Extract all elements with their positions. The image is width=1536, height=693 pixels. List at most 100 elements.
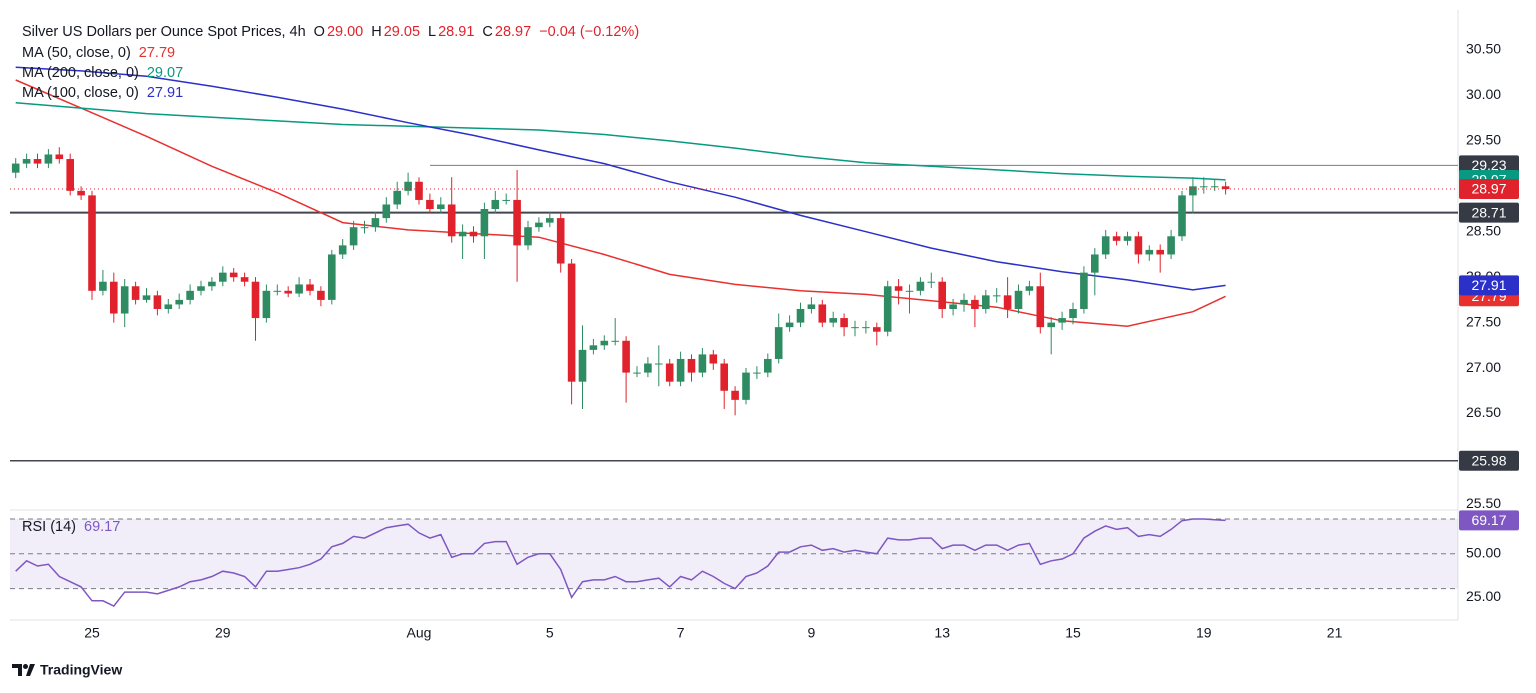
candle-body (480, 209, 489, 237)
price-label: 28.97 (1471, 181, 1506, 197)
x-tick-label: 15 (1065, 625, 1081, 641)
candle-body (120, 286, 129, 314)
ohlc-key: C (482, 24, 493, 40)
candle-body (840, 318, 848, 328)
logo-mark (26, 664, 35, 676)
candle-body (1101, 236, 1110, 255)
brand-name: TradingView (40, 662, 122, 678)
candle-body (251, 281, 260, 319)
candle-body (197, 286, 205, 291)
y-tick-label: 30.50 (1466, 41, 1501, 57)
candle-body (982, 295, 990, 309)
candle-body (905, 290, 914, 292)
candle-body (66, 159, 74, 191)
price-label: 27.91 (1471, 277, 1506, 293)
candle-body (164, 304, 173, 309)
candle-body (1014, 290, 1023, 309)
candle-body (709, 354, 718, 364)
y-tick-label: 50.00 (1466, 545, 1501, 561)
x-tick-label: 29 (215, 625, 231, 641)
price-label: 29.23 (1471, 157, 1506, 173)
candle-body (11, 163, 20, 173)
y-tick-label: 30.00 (1466, 86, 1501, 102)
candle-body (110, 281, 118, 314)
candle-body (317, 290, 325, 300)
candle-body (535, 222, 543, 228)
y-tick-label: 25.50 (1466, 495, 1501, 511)
candle-body (785, 322, 794, 328)
header-legend: Silver US Dollars per Ounce Spot Prices,… (22, 22, 641, 42)
candle-body (55, 154, 64, 160)
candle-body (883, 286, 892, 332)
candle-body (764, 358, 772, 373)
candle-body (284, 290, 292, 294)
candle-body (1134, 236, 1143, 255)
ma-value: 27.79 (138, 45, 176, 61)
price-label-box (1459, 450, 1519, 471)
price-label-box (1459, 202, 1519, 223)
candle-body (22, 159, 31, 164)
candle-body (1112, 236, 1121, 241)
logo-dot (23, 664, 28, 669)
candle-body (33, 159, 42, 164)
rsi-value: 69.17 (84, 519, 121, 535)
candle-body (1178, 195, 1186, 237)
candle-body (1003, 295, 1012, 309)
candle-body (1080, 272, 1088, 309)
y-tick-label: 27.00 (1466, 359, 1501, 375)
ma-legend-row: MA (200, close, 0) 29.07 (22, 63, 185, 83)
x-tick-label: Aug (407, 625, 432, 641)
x-tick-label: 19 (1196, 625, 1212, 641)
candle-body (578, 349, 587, 382)
candle-body (208, 281, 216, 287)
candle-body (513, 199, 521, 246)
rsi-name: RSI (14) (22, 519, 76, 535)
candle-body (153, 295, 162, 309)
candle-body (77, 190, 85, 196)
candle-body (742, 372, 750, 400)
ohlc-value: 29.00 (326, 24, 364, 40)
ma-value: 27.91 (146, 85, 184, 101)
candle-body (655, 363, 663, 365)
candle-body (1189, 186, 1197, 196)
x-tick-label: 7 (677, 625, 685, 641)
candle-body (829, 318, 837, 323)
ohlc-key: H (371, 24, 382, 40)
candle-body (622, 340, 630, 373)
ma-legend-row: MA (100, close, 0) 27.91 (22, 83, 185, 103)
candle-body (556, 218, 565, 264)
candle-body (1145, 249, 1154, 255)
ma-name: MA (100, close, 0) (22, 85, 139, 101)
moving-average-line (15, 101, 1226, 181)
price-label: 69.17 (1471, 512, 1506, 528)
candle-body (175, 299, 183, 305)
candle-body (676, 358, 685, 382)
x-tick-label: 13 (934, 625, 950, 641)
candle-body (1036, 286, 1045, 328)
y-tick-label: 25.00 (1466, 588, 1501, 604)
rsi-legend: RSI (14) 69.17 (22, 517, 122, 537)
ma-name: MA (50, close, 0) (22, 45, 131, 61)
candle-body (1069, 308, 1077, 319)
candle-body (262, 290, 271, 319)
y-tick-label: 29.50 (1466, 132, 1501, 148)
candle-body (240, 277, 249, 282)
candle-body (273, 290, 282, 292)
candle-body (960, 299, 968, 305)
candle-body (873, 327, 881, 332)
candle-body (796, 308, 805, 323)
candle-body (382, 204, 391, 219)
candle-body (491, 199, 500, 210)
candle-body (971, 299, 979, 309)
ma-legend-row: MA (50, close, 0) 27.79 (22, 43, 185, 63)
candle-body (306, 284, 314, 291)
candle-body (1210, 186, 1219, 188)
candle-body (818, 304, 827, 323)
price-label-box (1459, 179, 1519, 200)
candle-body (938, 281, 946, 309)
candle-body (851, 327, 859, 329)
logo-mark (12, 664, 22, 676)
y-tick-label: 28.50 (1466, 222, 1501, 238)
